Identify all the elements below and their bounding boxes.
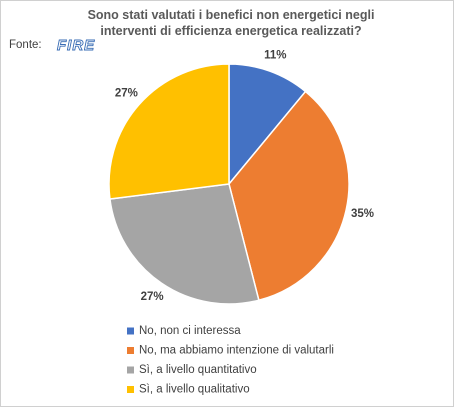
- legend-swatch: [127, 366, 134, 374]
- legend-swatch: [127, 327, 134, 335]
- legend-label: No, ma abbiamo intenzione di valutarli: [139, 345, 334, 357]
- pie-slice: [108, 63, 230, 200]
- legend-label: Sì, a livello qualitativo: [139, 384, 250, 396]
- chart-title: Sono stati valutati i benefici non energ…: [87, 8, 375, 38]
- data-label: 27%: [115, 88, 138, 100]
- data-label: 27%: [141, 291, 164, 303]
- source: Fonte:: [9, 39, 42, 51]
- legend-swatch: [127, 347, 134, 354]
- pie-slice: [228, 63, 307, 187]
- legend-label: Sì, a livello quantitativo: [139, 364, 257, 376]
- data-label: 35%: [351, 208, 374, 220]
- pie-slice: [228, 90, 350, 302]
- data-label: 11%: [264, 49, 286, 61]
- pie-slice: [109, 183, 260, 305]
- legend-swatch: [127, 386, 134, 393]
- legend-label: No, non ci interessa: [139, 325, 241, 337]
- source-logo: FIRE: [57, 37, 95, 54]
